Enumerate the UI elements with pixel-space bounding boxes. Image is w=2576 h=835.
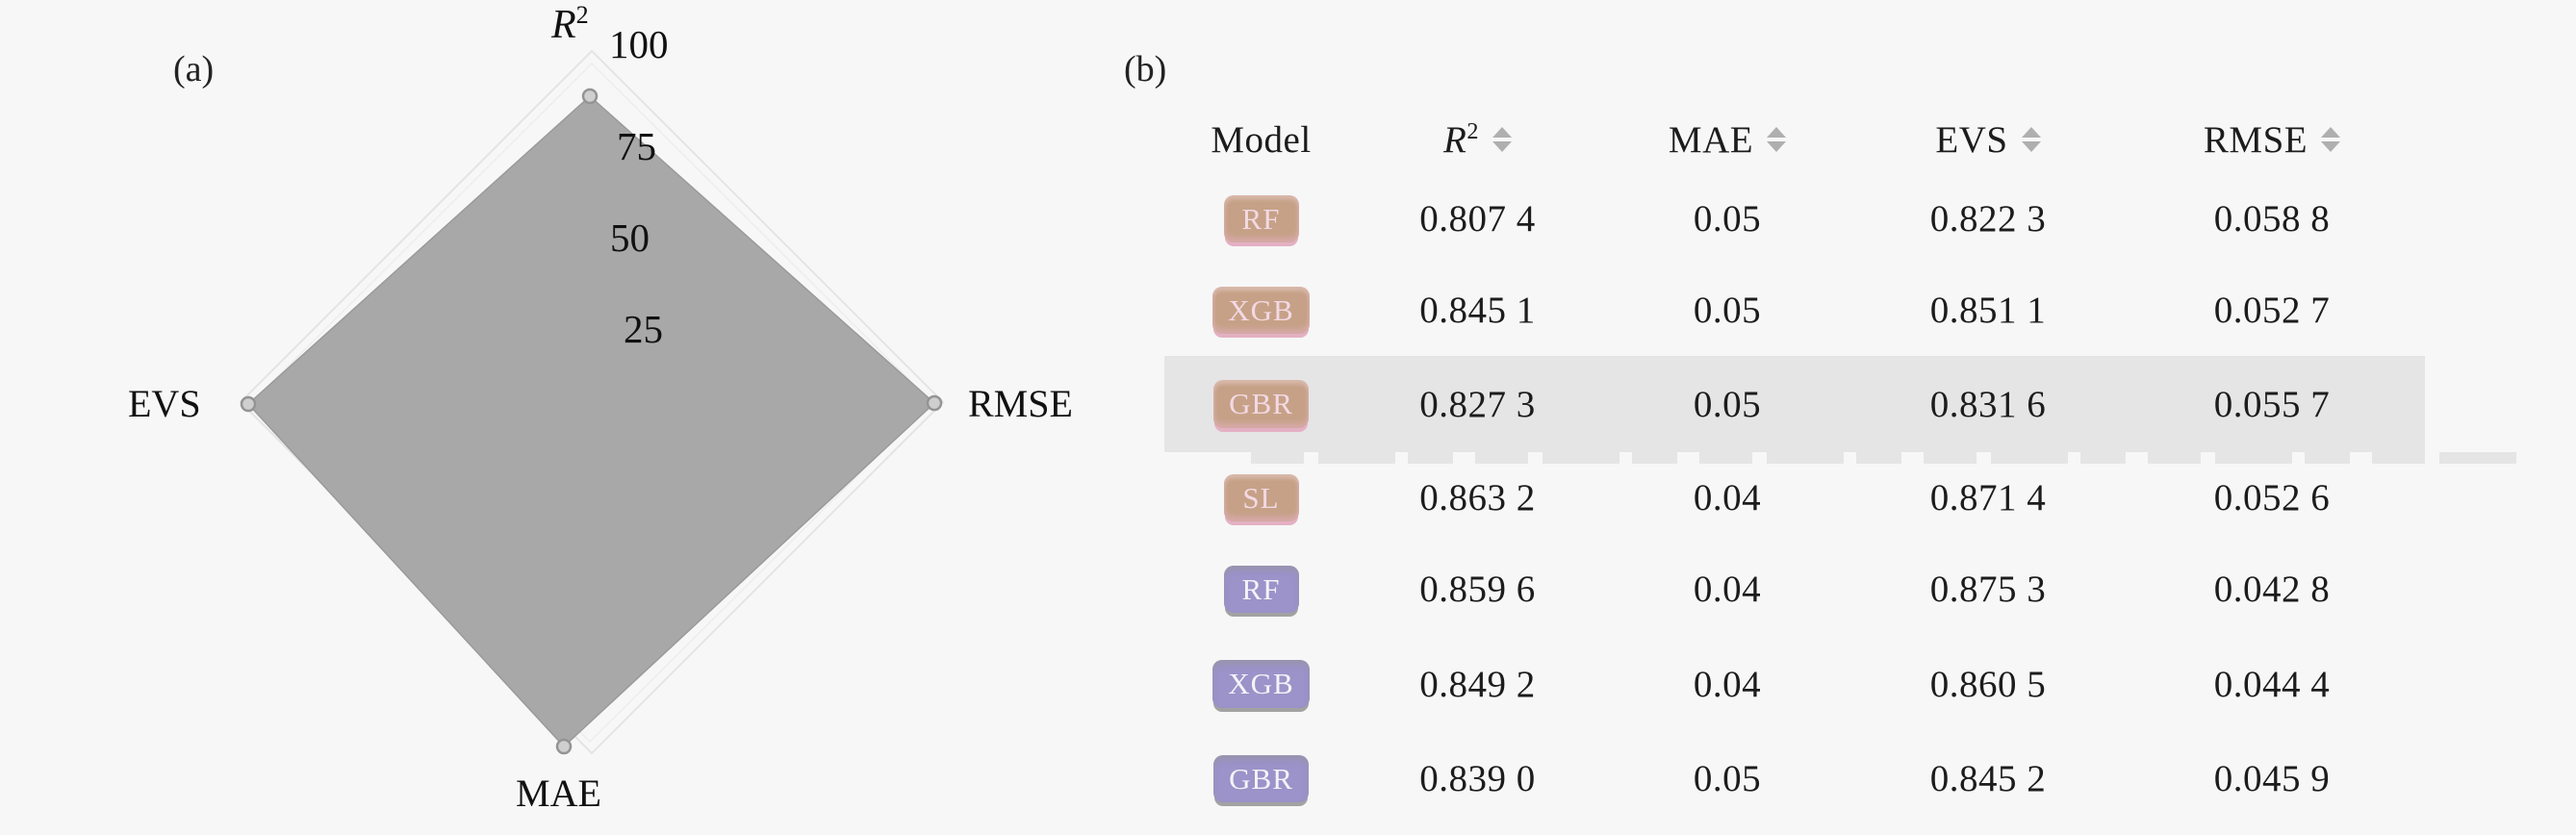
cell-rmse: 0.052 7 [2213, 290, 2331, 331]
cell-r2: 0.859 6 [1419, 569, 1536, 610]
radar-marker-r2 [581, 88, 599, 105]
radar-axis-label-r2: R2 [551, 2, 589, 48]
radar-axis-label-rmse: RMSE [968, 382, 1073, 425]
radar-marker-mae [555, 738, 573, 755]
table-row: RF 0.807 4 0.05 0.822 3 0.058 8 [1164, 173, 2425, 265]
cell-evs: 0.851 1 [1929, 290, 2047, 331]
cell-evs: 0.831 6 [1929, 383, 2047, 425]
sort-up-icon [1767, 127, 1787, 138]
radar-marker-rmse [926, 394, 943, 412]
sort-up-icon [2021, 127, 2041, 138]
cell-evs: 0.875 3 [1929, 569, 2047, 610]
radar-tick-75: 75 [617, 124, 656, 168]
panel-b-label: (b) [1124, 49, 1167, 89]
cell-r2: 0.845 1 [1419, 290, 1536, 331]
radar-marker-evs [240, 395, 257, 413]
col-header-rmse: RMSE [2119, 118, 2425, 162]
radar-axis-label-mae: MAE [516, 772, 601, 815]
r2-header-sup: 2 [1467, 117, 1479, 144]
sort-icon-mae[interactable] [1767, 127, 1787, 152]
col-header-mae: MAE [1597, 118, 1857, 162]
col-header-model: Model [1211, 118, 1312, 161]
cell-mae: 0.05 [1693, 383, 1762, 425]
model-badge: GBR [1213, 380, 1309, 428]
cell-mae: 0.04 [1693, 477, 1762, 519]
sort-down-icon [2321, 141, 2341, 152]
model-badge: RF [1223, 565, 1299, 614]
sort-up-icon [2321, 127, 2341, 138]
cell-mae: 0.04 [1693, 569, 1762, 610]
cell-mae: 0.05 [1693, 198, 1762, 240]
sort-icon-r2[interactable] [1492, 127, 1512, 152]
table-row: GBR 0.839 0 0.05 0.845 2 0.045 9 [1164, 733, 2425, 824]
cell-r2: 0.807 4 [1419, 198, 1536, 240]
panel-a-label: (a) [173, 49, 215, 89]
cell-mae: 0.04 [1693, 663, 1762, 705]
table-row: SL 0.863 2 0.04 0.871 4 0.052 6 [1164, 452, 2425, 544]
col-header-evs-label: EVS [1935, 118, 2008, 161]
sort-down-icon [1492, 141, 1512, 152]
cell-r2: 0.839 0 [1419, 758, 1536, 799]
radar-tick-100: 100 [609, 22, 669, 66]
r2-header-base: R [1443, 118, 1467, 161]
cell-rmse: 0.042 8 [2213, 569, 2331, 610]
col-header-r2: R2 [1358, 118, 1597, 162]
model-badge: RF [1223, 194, 1299, 243]
sort-down-icon [2021, 141, 2041, 152]
table-row-highlighted: GBR 0.827 3 0.05 0.831 6 0.055 7 [1164, 356, 2516, 464]
col-header-r2-label: R2 [1443, 118, 1479, 162]
cell-mae: 0.05 [1693, 290, 1762, 331]
radar-data-polygon [246, 94, 936, 748]
cell-evs: 0.822 3 [1929, 198, 2047, 240]
col-header-rmse-label: RMSE [2203, 118, 2308, 161]
radar-axis-label-evs: EVS [128, 382, 201, 425]
cell-mae: 0.05 [1693, 758, 1762, 799]
model-badge: SL [1223, 473, 1299, 522]
radar-inner-ring [250, 62, 933, 744]
col-header-mae-label: MAE [1668, 118, 1754, 161]
cell-evs: 0.845 2 [1929, 758, 2047, 799]
radar-outer-ring [239, 49, 945, 755]
cell-r2: 0.863 2 [1419, 477, 1536, 519]
radar-tick-25: 25 [624, 307, 663, 351]
metrics-table: Model R2 MAE EVS RMSE RF 0.807 4 0.05 [1164, 106, 2516, 824]
col-header-evs: EVS [1857, 118, 2119, 162]
radar-tick-50: 50 [610, 215, 650, 260]
cell-rmse: 0.044 4 [2213, 663, 2331, 705]
cell-r2: 0.849 2 [1419, 663, 1536, 705]
cell-rmse: 0.045 9 [2213, 758, 2331, 799]
table-row: XGB 0.849 2 0.04 0.860 5 0.044 4 [1164, 635, 2425, 733]
sort-up-icon [1492, 127, 1512, 138]
cell-rmse: 0.052 6 [2213, 477, 2331, 519]
sort-icon-evs[interactable] [2021, 127, 2041, 152]
radar-chart [239, 49, 945, 755]
table-header-row: Model R2 MAE EVS RMSE [1164, 106, 2425, 173]
highlight-artifact [1251, 452, 2516, 464]
r2-base: R [551, 3, 576, 47]
cell-evs: 0.860 5 [1929, 663, 2047, 705]
model-badge: XGB [1212, 286, 1310, 335]
sort-down-icon [1767, 141, 1787, 152]
model-badge: GBR [1213, 754, 1309, 803]
table-row: XGB 0.845 1 0.05 0.851 1 0.052 7 [1164, 265, 2425, 356]
sort-icon-rmse[interactable] [2321, 127, 2341, 152]
cell-evs: 0.871 4 [1929, 477, 2047, 519]
table-row: RF 0.859 6 0.04 0.875 3 0.042 8 [1164, 544, 2425, 635]
cell-rmse: 0.058 8 [2213, 198, 2331, 240]
model-badge: XGB [1212, 660, 1310, 708]
r2-sup: 2 [575, 1, 589, 29]
cell-r2: 0.827 3 [1419, 383, 1536, 425]
cell-rmse: 0.055 7 [2213, 383, 2331, 425]
